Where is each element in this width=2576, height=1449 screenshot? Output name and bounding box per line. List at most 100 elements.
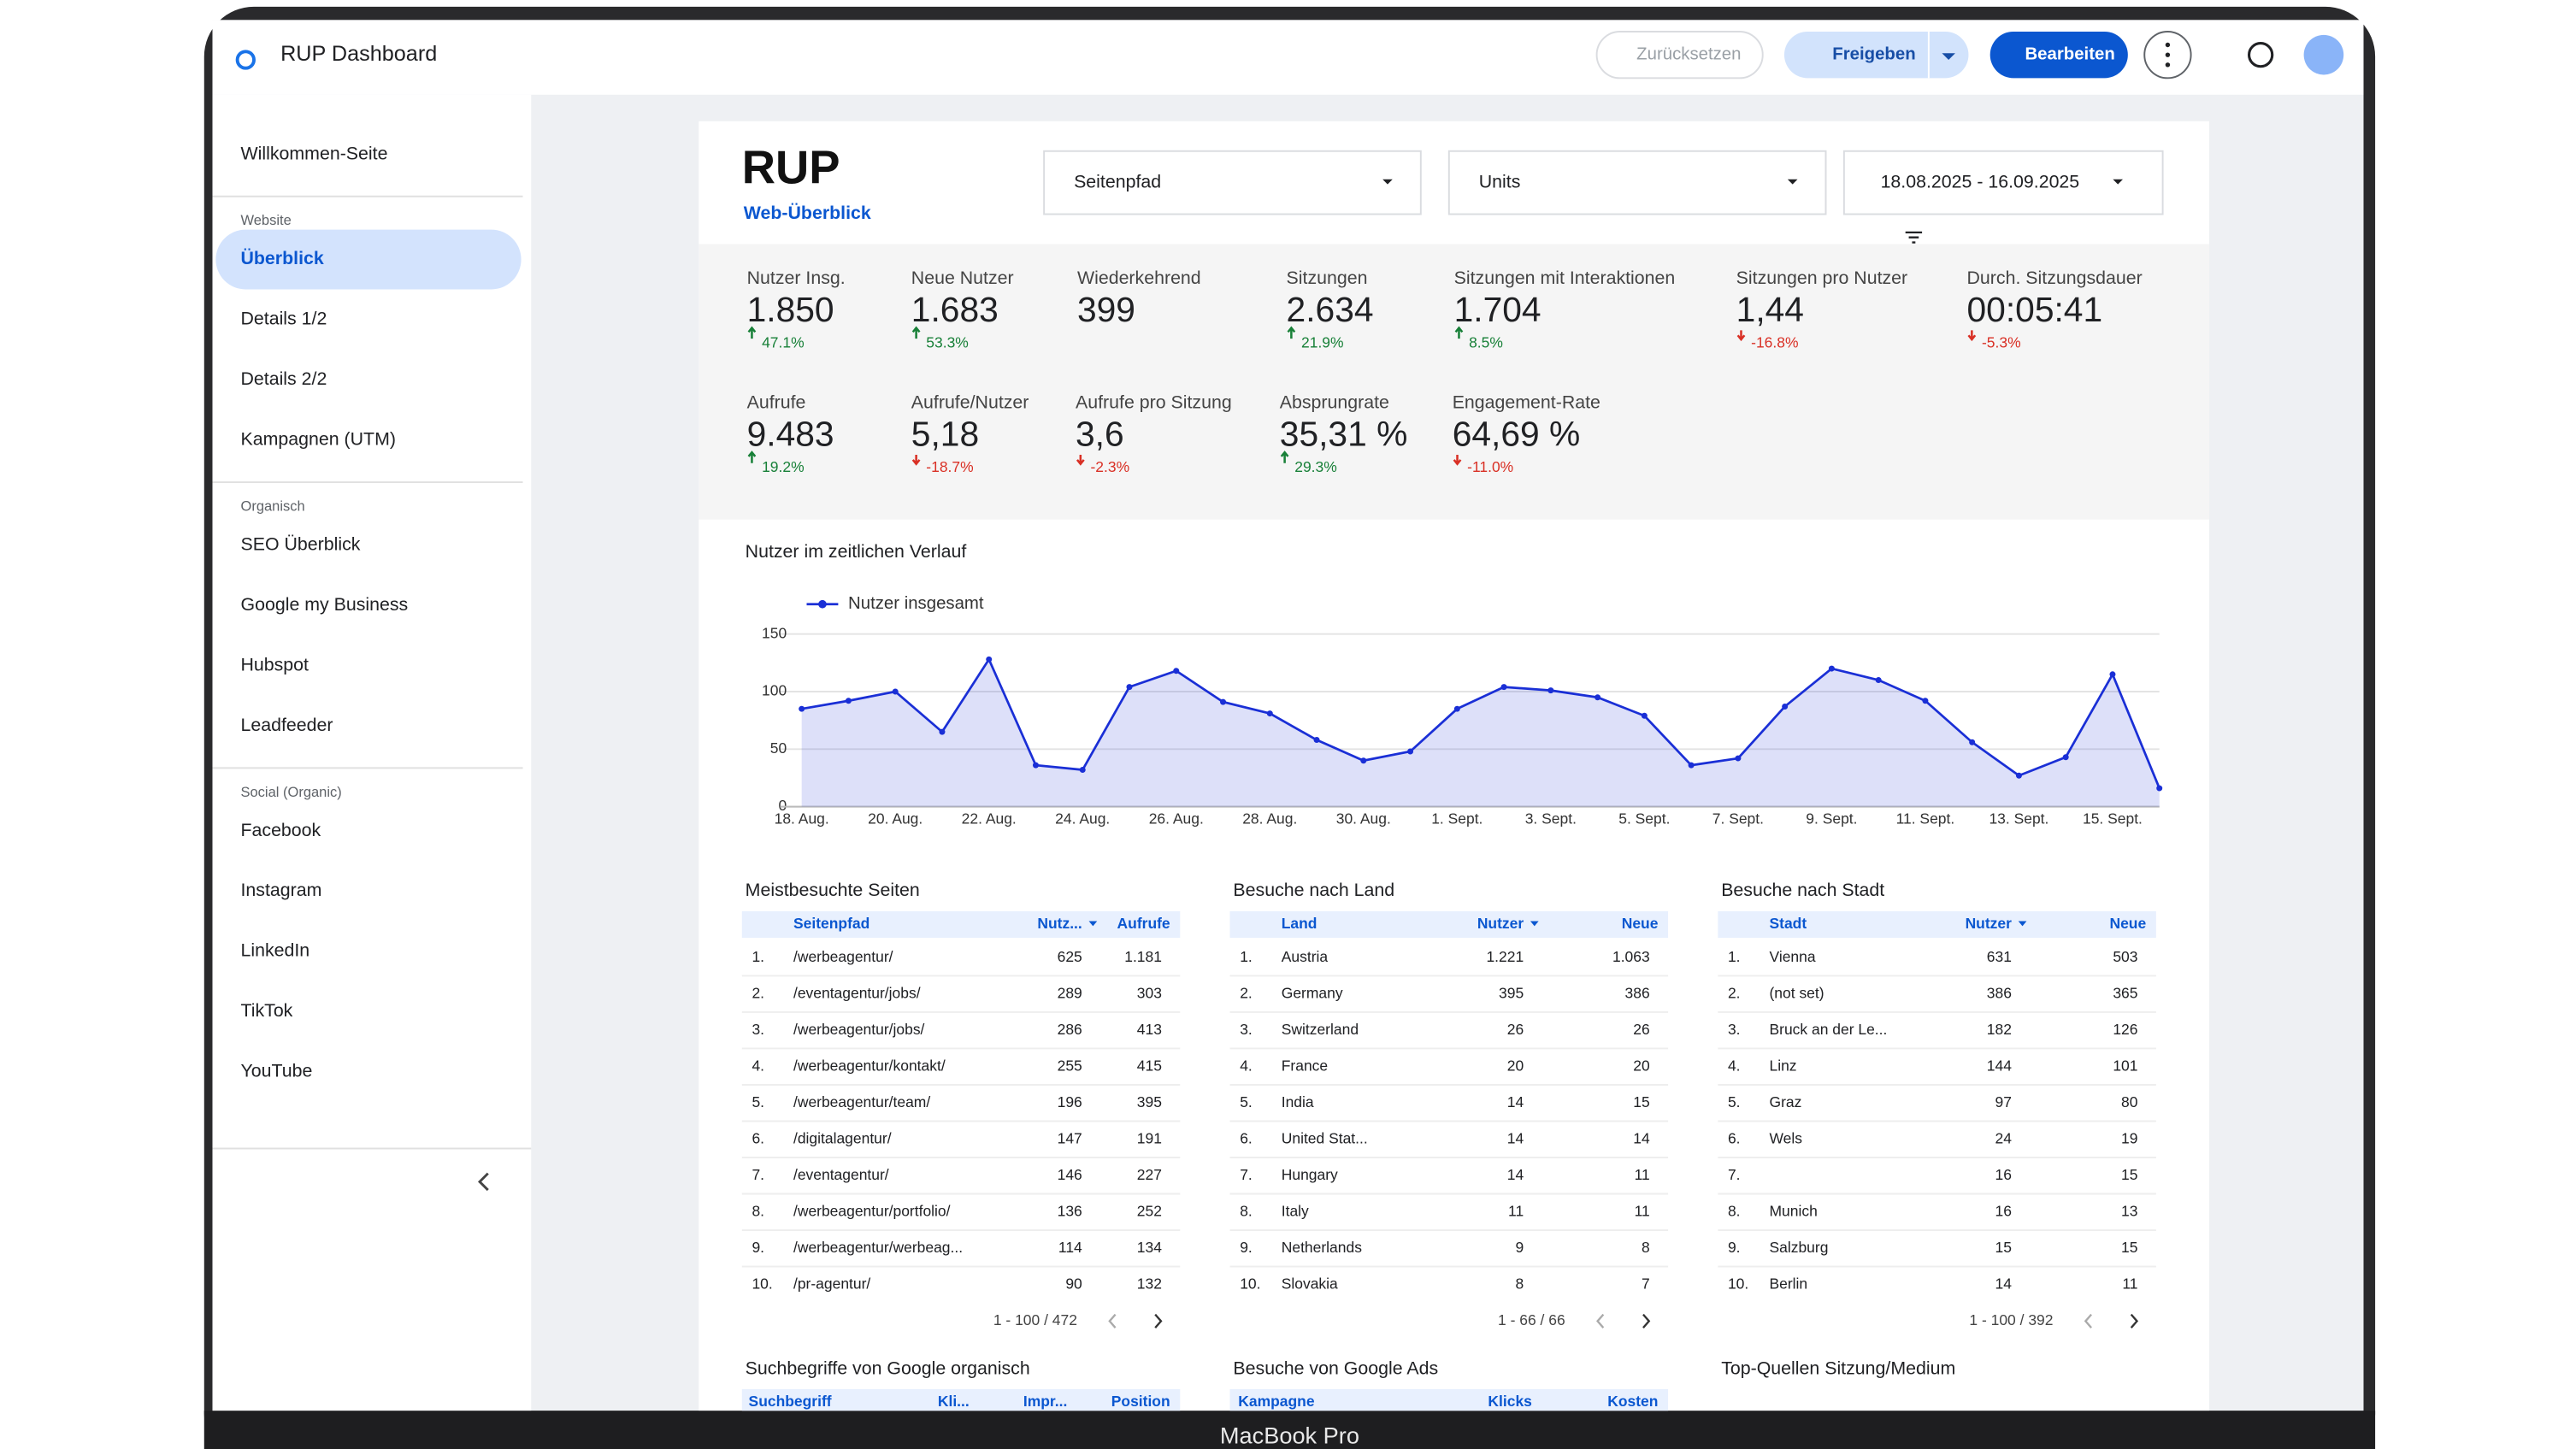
row-index: 4. bbox=[1240, 1057, 1253, 1074]
nav-item[interactable]: Hubspot bbox=[240, 654, 309, 674]
prev-page[interactable] bbox=[1108, 1313, 1117, 1328]
column-header[interactable]: Impr... bbox=[1023, 1393, 1067, 1410]
column-header[interactable]: Suchbegriff bbox=[749, 1393, 832, 1410]
edit-button[interactable] bbox=[1989, 31, 2128, 79]
app-logo bbox=[235, 50, 256, 70]
cell: Slovakia bbox=[1282, 1275, 1338, 1293]
cell: 252 bbox=[1137, 1202, 1162, 1219]
reset-button[interactable] bbox=[1595, 31, 1764, 80]
cell: 386 bbox=[1625, 984, 1650, 1001]
point bbox=[1875, 677, 1882, 684]
share-button[interactable] bbox=[1783, 31, 1969, 79]
line bbox=[801, 657, 2160, 789]
table-header bbox=[741, 1389, 1181, 1411]
filter-label[interactable]: Seitenpfad bbox=[1074, 171, 1161, 191]
next-page[interactable] bbox=[1642, 1313, 1651, 1328]
nav-item[interactable]: Leadfeeder bbox=[240, 715, 333, 735]
column-header[interactable]: Neue bbox=[2109, 915, 2146, 932]
column-header[interactable]: Kampagne bbox=[1238, 1393, 1315, 1410]
point bbox=[1922, 698, 1929, 704]
nav-item[interactable]: TikTok bbox=[240, 1000, 292, 1021]
cell: Bruck an der Le... bbox=[1769, 1021, 1887, 1038]
app-title: RUP Dashboard bbox=[280, 42, 437, 66]
row-index: 4. bbox=[752, 1057, 764, 1074]
x-tick-label: 11. Sept. bbox=[1896, 810, 1955, 828]
column-header[interactable]: Nutzer bbox=[1477, 915, 1524, 932]
column-header[interactable]: Land bbox=[1282, 915, 1317, 932]
column-header[interactable]: Nutz... bbox=[1037, 915, 1082, 932]
filter-icon[interactable] bbox=[1905, 231, 1923, 244]
cell: Munich bbox=[1769, 1202, 1817, 1219]
kpi-change: 29.3% bbox=[1294, 458, 1337, 475]
filter-label[interactable]: Units bbox=[1479, 171, 1521, 191]
column-header[interactable]: Nutzer bbox=[1966, 915, 2013, 932]
nav-item[interactable]: Details 1/2 bbox=[240, 309, 327, 329]
section-label: Organisch bbox=[240, 499, 304, 515]
cell: 1.221 bbox=[1486, 948, 1524, 965]
nav-item[interactable]: Details 2/2 bbox=[240, 368, 327, 389]
cell: Wels bbox=[1769, 1129, 1802, 1146]
nav-item[interactable]: Überblick bbox=[240, 247, 323, 268]
cell: 15 bbox=[1633, 1093, 1649, 1110]
cell: Vienna bbox=[1769, 948, 1815, 965]
nav-item[interactable]: Kampagnen (UTM) bbox=[240, 429, 396, 450]
cell: 14 bbox=[1995, 1275, 2012, 1293]
kpi-value: 5,18 bbox=[911, 414, 979, 453]
filter-label[interactable]: 18.08.2025 - 16.09.2025 bbox=[1881, 171, 2080, 191]
nav-item[interactable]: Instagram bbox=[240, 880, 321, 900]
kpi-value: 1.704 bbox=[1454, 290, 1541, 329]
prev-page[interactable] bbox=[1596, 1313, 1605, 1328]
cell: Italy bbox=[1282, 1202, 1309, 1219]
kpi-value: 00:05:41 bbox=[1967, 290, 2103, 329]
row-index: 6. bbox=[752, 1129, 764, 1146]
nav-item[interactable]: SEO Überblick bbox=[240, 533, 360, 554]
column-header[interactable]: Kosten bbox=[1607, 1393, 1658, 1410]
point bbox=[986, 656, 993, 663]
cell: 11 bbox=[1635, 1166, 1650, 1183]
nav-item[interactable]: Willkommen-Seite bbox=[240, 143, 387, 163]
button-label[interactable]: Bearbeiten bbox=[2025, 45, 2114, 64]
row-index: 9. bbox=[1728, 1239, 1741, 1256]
nav-item[interactable]: LinkedIn bbox=[240, 940, 309, 961]
share-dropdown[interactable] bbox=[1942, 53, 1955, 60]
cell: 11 bbox=[2122, 1275, 2137, 1293]
column-header[interactable]: Position bbox=[1111, 1393, 1170, 1410]
filter-dropdown[interactable] bbox=[1043, 150, 1422, 215]
trend-arrow bbox=[1076, 455, 1085, 466]
next-page[interactable] bbox=[1154, 1313, 1163, 1328]
next-page[interactable] bbox=[2130, 1313, 2139, 1328]
kpi-value: 9.483 bbox=[747, 414, 834, 453]
button-label[interactable]: Freigeben bbox=[1832, 45, 1915, 64]
collapse-button[interactable] bbox=[477, 1172, 489, 1192]
kpi-value: 399 bbox=[1077, 290, 1135, 329]
date-dropdown[interactable] bbox=[1842, 150, 2164, 215]
row-index: 1. bbox=[752, 948, 764, 965]
prev-page[interactable] bbox=[2084, 1313, 2092, 1328]
row-index: 7. bbox=[1728, 1166, 1741, 1183]
row-index: 2. bbox=[1240, 984, 1253, 1001]
point bbox=[1453, 705, 1460, 712]
table-title: Top-Quellen Sitzung/Medium bbox=[1721, 1358, 1955, 1378]
point bbox=[1735, 755, 1742, 762]
column-header[interactable]: Stadt bbox=[1769, 915, 1807, 932]
row-index: 2. bbox=[752, 984, 764, 1001]
column-header[interactable]: Neue bbox=[1622, 915, 1659, 932]
cell: Switzerland bbox=[1282, 1021, 1359, 1038]
nav-item[interactable]: Facebook bbox=[240, 820, 321, 840]
column-header[interactable]: Klicks bbox=[1488, 1393, 1531, 1410]
filter-dropdown[interactable] bbox=[1447, 150, 1827, 215]
button-label[interactable]: Zurücksetzen bbox=[1636, 45, 1741, 64]
nav-item[interactable]: Google my Business bbox=[240, 594, 408, 615]
avatar[interactable] bbox=[2303, 34, 2344, 75]
column-header[interactable]: Aufrufe bbox=[1117, 915, 1170, 932]
dot bbox=[2165, 62, 2171, 68]
point bbox=[1313, 737, 1320, 744]
column-header[interactable]: Kli... bbox=[938, 1393, 970, 1410]
nav-item[interactable]: YouTube bbox=[240, 1061, 312, 1081]
kpi-change: -16.8% bbox=[1751, 334, 1798, 351]
cell: 625 bbox=[1058, 948, 1082, 965]
point bbox=[2109, 671, 2116, 678]
cell: 1.181 bbox=[1124, 948, 1162, 965]
help-button[interactable] bbox=[2247, 42, 2274, 68]
column-header[interactable]: Seitenpfad bbox=[793, 915, 869, 932]
